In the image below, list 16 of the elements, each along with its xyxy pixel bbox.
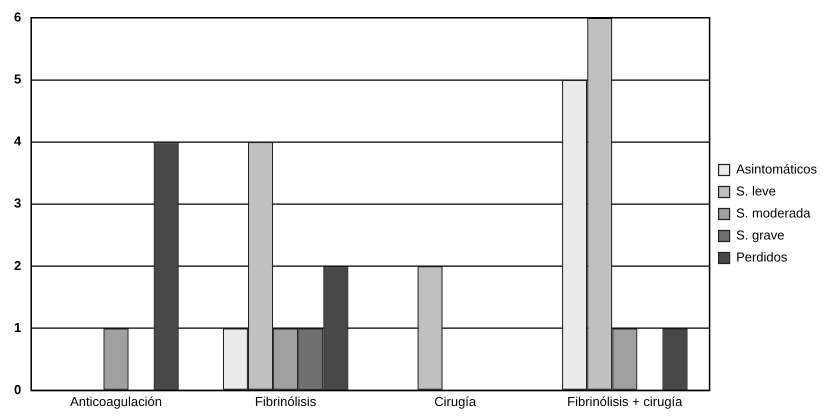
- y-tick-label: 3: [14, 196, 22, 211]
- legend-label: S. moderada: [736, 206, 812, 221]
- y-tick-label: 0: [14, 382, 22, 397]
- legend-label: S. grave: [736, 228, 784, 243]
- x-tick-label: Cirugía: [434, 394, 477, 409]
- y-tick-label: 4: [14, 134, 22, 149]
- y-tick-label: 2: [14, 258, 22, 273]
- y-tick-label: 1: [14, 320, 22, 335]
- legend-label: S. leve: [736, 184, 776, 199]
- legend-label: Perdidos: [736, 250, 788, 265]
- x-tick-label: Fibrinólisis: [254, 394, 317, 409]
- y-tick-label: 6: [14, 9, 22, 24]
- x-tick-label: Fibrinólisis + cirugía: [567, 394, 684, 409]
- x-tick-label: Anticoagulación: [70, 394, 162, 409]
- y-tick-label: 5: [14, 71, 22, 86]
- legend-label: Asintomáticos: [736, 162, 818, 177]
